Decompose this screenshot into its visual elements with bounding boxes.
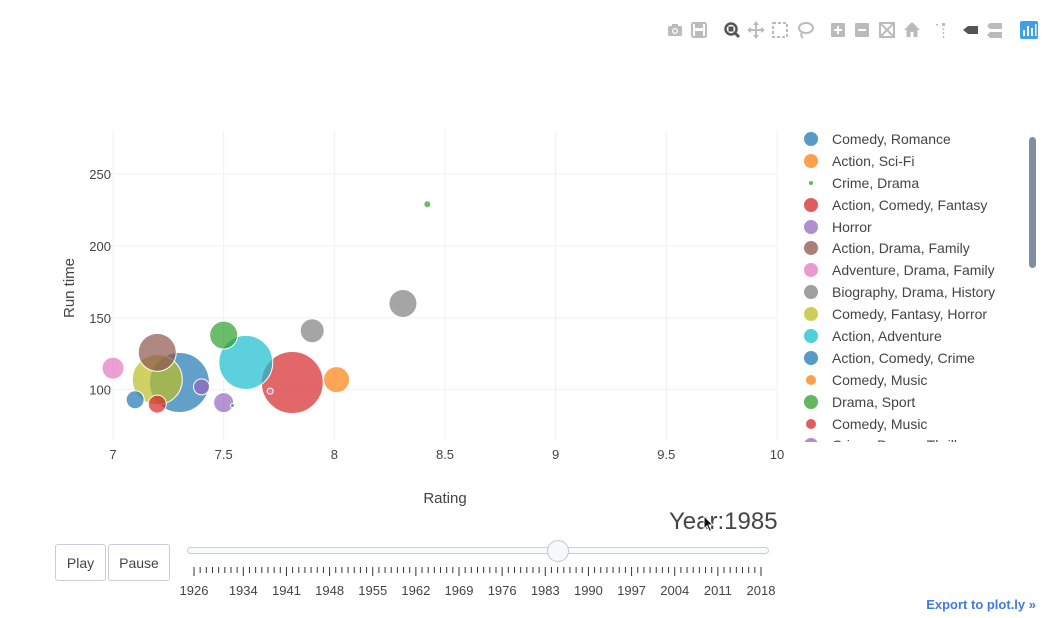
gridlines	[112, 131, 778, 440]
legend-label: Action, Comedy, Crime	[832, 349, 975, 366]
legend-marker-icon	[804, 263, 818, 278]
legend-item[interactable]: Action, Drama, Family	[796, 237, 1032, 259]
x-tick-label: 8	[331, 447, 338, 462]
zoom-icon[interactable]	[721, 18, 743, 42]
legend-label: Biography, Drama, History	[832, 284, 996, 301]
legend-label: Comedy, Music	[832, 415, 928, 432]
legend-marker-icon	[809, 180, 813, 185]
export-to-plotly-link[interactable]: Export to plot.ly »	[926, 597, 1036, 612]
lasso-select-icon[interactable]	[794, 18, 816, 42]
bubble-marker[interactable]	[209, 320, 239, 350]
legend-item[interactable]: Comedy, Music	[796, 369, 1032, 391]
bubble-marker[interactable]	[388, 288, 418, 318]
spike-lines-icon[interactable]	[933, 18, 955, 42]
legend-item[interactable]: Comedy, Music	[796, 413, 1032, 435]
y-tick-label: 250	[89, 167, 111, 182]
legend-scrollbar[interactable]	[1029, 137, 1036, 268]
bubble-marker[interactable]	[125, 390, 145, 410]
zoom-out-icon[interactable]	[851, 18, 873, 42]
x-tick-label: 7	[109, 447, 116, 462]
x-tick-label: 9	[552, 447, 559, 462]
legend-item[interactable]: Biography, Drama, History	[796, 281, 1032, 303]
bubble-marker[interactable]	[299, 318, 325, 344]
bubble-marker[interactable]	[218, 334, 274, 390]
legend-item[interactable]: Action, Comedy, Fantasy	[796, 194, 1032, 216]
legend-label: Action, Comedy, Fantasy	[832, 196, 988, 213]
bubble-marker[interactable]	[323, 366, 351, 394]
year-slider-rail[interactable]	[187, 547, 769, 554]
legend: Comedy, Romance Action, Sci-Fi Crime, Dram…	[796, 128, 1032, 442]
legend-item[interactable]: Comedy, Fantasy, Horror	[796, 303, 1032, 325]
legend-marker-icon	[804, 394, 818, 409]
autoscale-icon[interactable]	[876, 18, 898, 42]
y-axis-title: Run time	[61, 258, 78, 318]
hover-compare-icon[interactable]	[984, 18, 1006, 42]
y-tick-label: 150	[89, 311, 111, 326]
legend-item[interactable]: Crime, Drama, Thriller	[796, 434, 1032, 442]
legend-marker-icon	[804, 307, 818, 322]
legend-label: Adventure, Drama, Family	[832, 262, 995, 279]
axis-ticks: 7 7.5 8 8.5 9 9.5 10 100 150 200 250	[89, 167, 784, 462]
legend-item[interactable]: Action, Adventure	[796, 325, 1032, 347]
y-tick-label: 100	[89, 383, 111, 398]
legend-label: Crime, Drama	[832, 174, 920, 191]
legend-label: Horror	[832, 218, 872, 235]
legend-item[interactable]: Action, Comedy, Crime	[796, 347, 1032, 369]
legend-label: Action, Drama, Family	[832, 240, 970, 257]
x-axis-title: Rating	[423, 490, 466, 507]
x-tick-label: 10	[770, 447, 784, 462]
year-slider-handle[interactable]	[546, 540, 569, 562]
legend-item[interactable]: Drama, Sport	[796, 391, 1032, 413]
legend-label: Comedy, Romance	[832, 131, 951, 147]
legend-item[interactable]: Comedy, Romance	[796, 128, 1032, 150]
mouse-cursor-icon	[703, 515, 715, 533]
bubble-marker[interactable]	[137, 332, 177, 372]
pause-button[interactable]: Pause	[108, 544, 170, 581]
bubble-marker[interactable]	[193, 378, 211, 396]
legend-label: Comedy, Music	[832, 371, 928, 388]
hover-closest-icon[interactable]	[959, 18, 981, 42]
y-tick-label: 200	[89, 239, 111, 254]
legend-marker-icon	[806, 374, 816, 385]
legend-marker-icon	[804, 329, 818, 344]
bubble-marker[interactable]	[101, 356, 125, 380]
zoom-in-icon[interactable]	[827, 18, 849, 42]
home-icon[interactable]	[901, 18, 923, 42]
bubble-marker[interactable]	[266, 387, 274, 395]
legend-marker-icon	[804, 241, 818, 256]
plotly-logo-icon[interactable]	[1018, 18, 1040, 42]
current-year-label: Year:1985	[669, 508, 778, 535]
legend-marker-icon	[806, 418, 816, 429]
bubble-markers	[101, 200, 432, 415]
legend-label: Comedy, Fantasy, Horror	[832, 306, 988, 323]
legend-marker-icon	[804, 285, 818, 300]
x-tick-label: 8.5	[436, 447, 454, 462]
legend-item[interactable]: Crime, Drama	[796, 172, 1032, 194]
play-button[interactable]: Play	[55, 544, 106, 581]
save-icon[interactable]	[688, 18, 710, 42]
legend-marker-icon	[804, 197, 818, 212]
box-select-icon[interactable]	[769, 18, 791, 42]
legend-label: Drama, Sport	[832, 393, 916, 410]
legend-item[interactable]: Action, Sci-Fi	[796, 150, 1032, 172]
legend-label: Action, Sci-Fi	[832, 152, 915, 169]
camera-icon[interactable]	[664, 18, 686, 42]
x-tick-label: 7.5	[215, 447, 233, 462]
bubble-marker[interactable]	[147, 394, 167, 414]
legend-item[interactable]: Adventure, Drama, Family	[796, 259, 1032, 281]
legend-label: Crime, Drama, Thriller	[832, 437, 969, 442]
pan-icon[interactable]	[745, 18, 767, 42]
bubble-marker[interactable]	[423, 200, 432, 209]
legend-label: Action, Adventure	[832, 328, 942, 345]
bubble-marker[interactable]	[230, 403, 236, 409]
bubble-marker[interactable]	[213, 392, 235, 414]
legend-marker-icon	[804, 153, 818, 168]
legend-marker-icon	[804, 219, 818, 234]
x-tick-label: 9.5	[657, 447, 675, 462]
legend-marker-icon	[804, 132, 818, 146]
legend-item[interactable]: Horror	[796, 216, 1032, 238]
legend-marker-icon	[804, 350, 818, 365]
legend-marker-icon	[804, 438, 818, 442]
